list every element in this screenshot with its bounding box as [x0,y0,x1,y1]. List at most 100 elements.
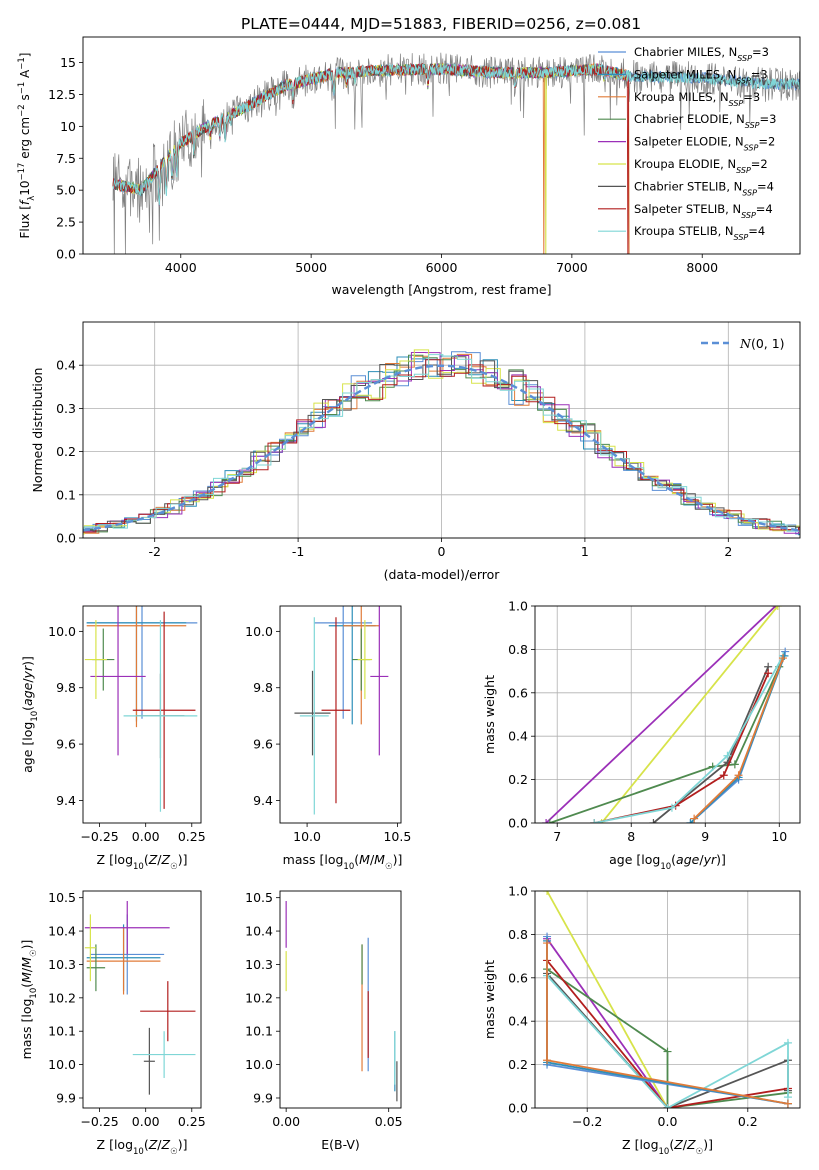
weight-line [594,655,784,823]
x-tick-label: 5000 [295,260,327,275]
y-tick-label: 10.4 [245,924,273,939]
x-tick-label: -2 [148,544,160,559]
x-axis-label: mass [log10(M/M☉)] [283,852,403,872]
legend-entry: Salpeter ELODIE, NSSP=2 [634,135,775,153]
axis-label-part: ( [144,852,149,867]
axis-label-part: Z [161,1137,171,1152]
axis-label-part: / [20,678,35,683]
weight-marker [778,654,787,663]
axis-label-part: Z [log [97,1137,133,1152]
residuals-panel: -2 -1 0 1 2 0.0 0.1 0.2 0.3 0.4 (data-model)/error… [30,321,801,582]
legend-entry-value: =2 [751,157,768,171]
normal-reference-curve [83,364,800,532]
y-tick-label: 9.4 [253,793,273,808]
x-tick-label: 0.2 [738,1114,758,1129]
weight-marker [649,819,658,823]
axis-label-part: 10 [660,862,671,872]
y-axis-label-part: ] [18,53,32,58]
legend-entry: Salpeter MILES, NSSP=3 [634,67,768,85]
x-axis-label: Z [log10(Z/Z☉)] [97,1137,188,1157]
weight-marker [663,1104,672,1108]
y-tick-label: 9.9 [56,1090,76,1105]
y-axis-label-part: erg cm [18,117,32,163]
axis-label-part: Z [148,1137,158,1152]
axis-label-part: ☉ [29,949,39,957]
residual-histogram [83,359,800,533]
x-tick-label: 7000 [556,260,588,275]
y-axis-label-part: 10 [18,180,32,195]
plot-area [83,349,800,536]
x-tick-label: 0.05 [375,1114,403,1129]
axis-label-part: 10 [133,862,144,872]
legend-entry-sub: SSP [744,143,759,152]
weight-marker [543,939,552,948]
legend-entry-name: Kroupa ELODIE, N [634,157,736,171]
legend-entry-name: Chabrier ELODIE, N [634,112,745,126]
legend-entry: Chabrier MILES, NSSP=3 [634,45,769,63]
weight-marker [723,751,732,760]
axis-label-part: yr [703,852,717,867]
axis-label-part: )] [178,852,188,867]
axes-frame [82,321,801,539]
axis-label-part: )] [20,656,35,666]
axis-label-part: age [20,682,35,706]
legend-entry-sub: SSP [737,54,752,63]
legend-entry: N(0, 1) [739,336,785,351]
y-tick-label: 10.4 [48,924,76,939]
y-tick-label: 0.1 [56,487,76,502]
legend-entry-value: =4 [756,202,773,216]
y-tick-label: 9.4 [56,793,76,808]
x-tick-label: −0.25 [80,829,118,844]
axis-label-part: 10 [29,988,39,999]
y-tick-label: 1.0 [508,884,528,899]
y-tick-label: 0.8 [508,927,528,942]
axis-label-part: / [157,852,162,867]
y-tick-label: 0.6 [508,685,528,700]
axis-label-part: M [359,852,370,867]
y-tick-label: 0.2 [508,772,528,787]
plot-area [112,52,800,254]
model-spectrum-line [112,62,800,206]
legend-entry-name: Salpeter MILES, N [634,67,736,81]
axes-frame [82,890,202,1109]
plot-area [285,901,398,1102]
axis-label-part: Z [148,852,158,867]
y-tick-label: 10.5 [245,890,273,905]
x-tick-label: 6000 [426,260,458,275]
axis-label-part: ☉ [385,862,393,872]
legend-entry-name: Salpeter STELIB, N [634,202,741,216]
x-tick-label: 0.0 [658,1114,678,1129]
x-tick-label: −0.25 [80,1114,118,1129]
weight-marker [545,819,554,823]
axis-label-part: age [676,852,700,867]
y-tick-label: 9.6 [56,737,76,752]
axes-frame [534,890,801,1109]
axis-label-part: M [19,972,34,983]
plot-area [543,891,792,1108]
y-axis-label-part: Flux [ [18,205,32,238]
y-axis-label: Normed distribution [30,368,45,493]
weight-vs-metallicity-panel: −0.2 0.0 0.20.00.20.40.60.81.0Z [log10(Z/Z… [482,884,801,1157]
axes-frame [279,890,402,1109]
y-tick-label: 10.1 [245,1024,273,1039]
legend-entry-value: =4 [757,179,774,193]
axis-label-part: ( [20,706,35,711]
weight-line [546,891,669,1108]
legend-entry: Kroupa MILES, NSSP=3 [634,90,760,108]
legend-entry-args: (0, 1) [751,336,785,351]
figure-title: PLATE=0444, MJD=51883, FIBERID=0256, z=0… [241,15,641,33]
y-axis-label-part: −1 [17,82,27,95]
x-tick-label: 4000 [165,260,197,275]
weight-marker [734,771,743,780]
y-tick-label: 0.6 [508,970,528,985]
mass-vs-metallicity-panel: −0.25 0.00 0.25 9.9 10.0 10.1 10.2 10.3 10.4 10.5… [19,890,206,1157]
x-tick-label: 10.0 [293,829,321,844]
axis-label-part: M [19,957,34,968]
x-axis-label: E(B-V) [321,1137,360,1152]
axis-label-part: 10 [343,862,354,872]
y-axis-label: mass weight [482,675,497,754]
axis-label-part: ( [671,852,676,867]
y-axis-label-part: −2 [17,104,27,117]
